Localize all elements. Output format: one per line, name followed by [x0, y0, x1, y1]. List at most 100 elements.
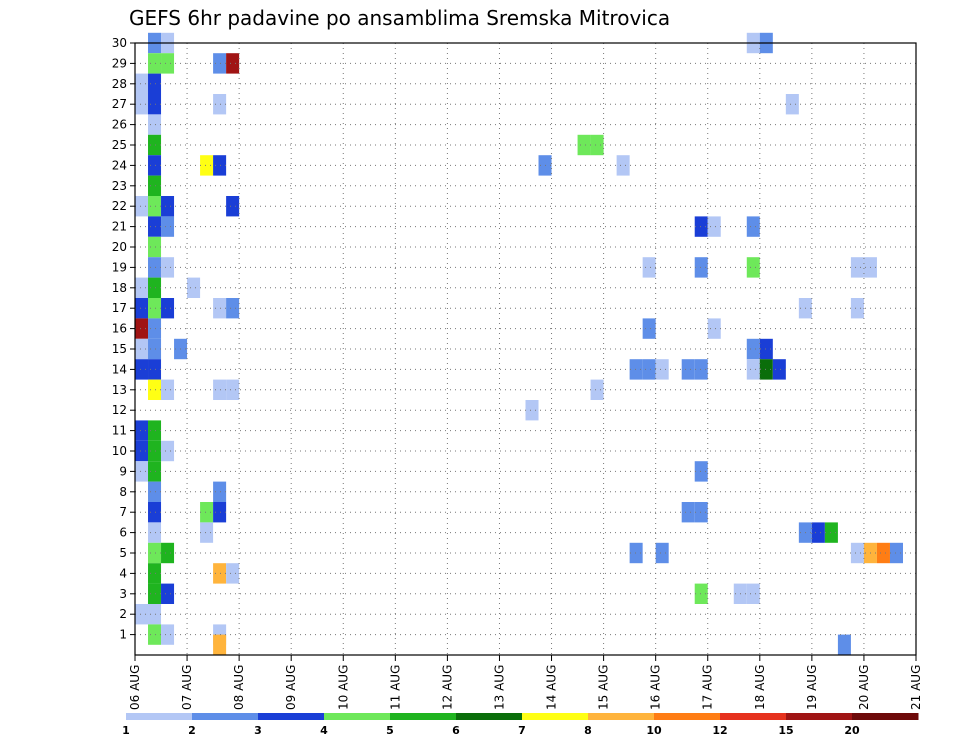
heatmap-cell: [642, 318, 656, 339]
heatmap-cell: [148, 563, 162, 584]
y-tick-label: 10: [112, 444, 127, 458]
heatmap-cell: [213, 481, 227, 502]
heatmap-cell: [148, 542, 162, 564]
heatmap-cell: [135, 196, 149, 217]
heatmap-cell: [213, 379, 227, 400]
y-tick-label: 16: [112, 322, 127, 336]
colorbar-swatch: [258, 713, 325, 720]
y-tick-label: 28: [112, 77, 127, 91]
heatmap-cell: [694, 359, 708, 380]
heatmap-cell: [213, 563, 227, 584]
heatmap-cell: [148, 175, 162, 196]
colorbar-swatch: [786, 713, 853, 720]
heatmap-cell: [837, 634, 851, 655]
heatmap-cell: [772, 359, 786, 380]
colorbar-label: 15: [778, 724, 793, 737]
y-tick-label: 1: [119, 628, 127, 642]
colorbar-label: 8: [584, 724, 592, 737]
heatmap-cell: [200, 522, 214, 543]
heatmap-cell: [135, 94, 149, 115]
x-tick-label: 08 AUG: [232, 665, 246, 710]
heatmap-cell: [811, 522, 825, 543]
heatmap-cell: [148, 481, 162, 502]
x-tick-label: 19 AUG: [805, 665, 819, 710]
y-tick-label: 26: [112, 118, 127, 132]
x-tick-label: 09 AUG: [284, 665, 298, 710]
heatmap-cell: [135, 73, 149, 94]
x-tick-label: 16 AUG: [649, 665, 663, 710]
heatmap-cell: [135, 440, 149, 462]
heatmap-cell: [148, 359, 162, 380]
heatmap-cell: [148, 155, 162, 176]
y-tick-label: 18: [112, 281, 127, 295]
heatmap-cell: [681, 359, 695, 380]
colorbar-swatch: [192, 713, 259, 720]
y-tick-label: 24: [112, 158, 127, 172]
heatmap-cell: [707, 318, 721, 339]
heatmap-cell: [148, 624, 162, 645]
colorbar-label: 2: [188, 724, 196, 737]
y-tick-label: 14: [112, 362, 127, 376]
heatmap-cell: [148, 420, 162, 441]
heatmap-cell: [759, 338, 773, 360]
heatmap-cell: [135, 338, 149, 360]
colorbar-swatch: [852, 713, 919, 720]
y-tick-label: 12: [112, 403, 127, 417]
y-tick-label: 3: [119, 587, 127, 601]
heatmap-cell: [655, 542, 669, 564]
heatmap-cell: [850, 257, 864, 278]
heatmap-cell: [161, 379, 175, 400]
y-tick-label: 30: [112, 36, 127, 50]
heatmap-cell: [148, 338, 162, 360]
colorbar-swatch: [126, 713, 193, 720]
heatmap-cell: [161, 624, 175, 645]
heatmap-cell: [161, 583, 175, 604]
heatmap-cell: [148, 257, 162, 278]
heatmap-cell: [148, 196, 162, 217]
x-tick-label: 07 AUG: [180, 665, 194, 710]
gridlines: [135, 42, 916, 655]
heatmap-cell: [135, 318, 149, 339]
x-tick-label: 11 AUG: [388, 665, 402, 710]
heatmap-cell: [213, 634, 227, 655]
heatmap-cell: [694, 257, 708, 278]
heatmap-cell: [213, 53, 227, 74]
heatmap-cell: [161, 53, 175, 74]
heatmap-cell: [785, 94, 799, 115]
heatmap-cell: [226, 298, 240, 319]
heatmap-cell: [746, 359, 760, 380]
y-tick-label: 19: [112, 260, 127, 274]
heatmap-cell: [226, 53, 240, 74]
y-tick-label: 11: [112, 424, 127, 438]
y-tick-label: 6: [119, 526, 127, 540]
heatmap-cell: [148, 277, 162, 298]
x-tick-label: 21 AUG: [909, 665, 923, 710]
heatmap-cell: [148, 461, 162, 482]
heatmap-cell: [200, 155, 214, 176]
heatmap-cell: [226, 563, 240, 584]
x-tick-label: 06 AUG: [128, 665, 142, 710]
heatmap-cell: [148, 440, 162, 462]
y-tick-label: 4: [119, 566, 127, 580]
heatmap-cell: [577, 134, 591, 156]
y-tick-label: 5: [119, 546, 127, 560]
colorbar-swatch: [654, 713, 721, 720]
heatmap-cell: [694, 216, 708, 237]
heatmap-cell: [707, 216, 721, 237]
heatmap-cell: [148, 53, 162, 74]
y-tick-label: 27: [112, 97, 127, 111]
x-tick-label: 15 AUG: [597, 665, 611, 710]
heatmap-cell: [525, 400, 539, 421]
colorbar-swatch: [522, 713, 589, 720]
x-tick-label: 12 AUG: [440, 665, 454, 710]
colorbar-swatch: [720, 713, 787, 720]
heatmap-cell: [590, 379, 604, 400]
colorbar-label: 7: [518, 724, 526, 737]
heatmap-cell: [148, 134, 162, 156]
heatmap-cell: [135, 277, 149, 298]
x-tick-label: 13 AUG: [492, 665, 506, 710]
heatmap-cell: [148, 114, 162, 135]
heatmap-cell: [161, 216, 175, 237]
heatmap-cell: [850, 298, 864, 319]
y-tick-label: 8: [119, 485, 127, 499]
